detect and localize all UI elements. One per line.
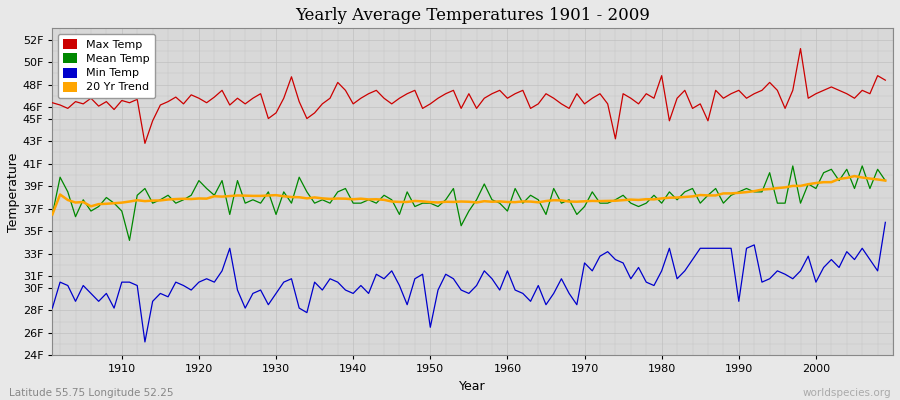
Text: worldspecies.org: worldspecies.org (803, 388, 891, 398)
Text: Latitude 55.75 Longitude 52.25: Latitude 55.75 Longitude 52.25 (9, 388, 174, 398)
Title: Yearly Average Temperatures 1901 - 2009: Yearly Average Temperatures 1901 - 2009 (295, 7, 650, 24)
Legend: Max Temp, Mean Temp, Min Temp, 20 Yr Trend: Max Temp, Mean Temp, Min Temp, 20 Yr Tre… (58, 34, 155, 98)
X-axis label: Year: Year (459, 380, 486, 393)
Y-axis label: Temperature: Temperature (7, 152, 20, 232)
